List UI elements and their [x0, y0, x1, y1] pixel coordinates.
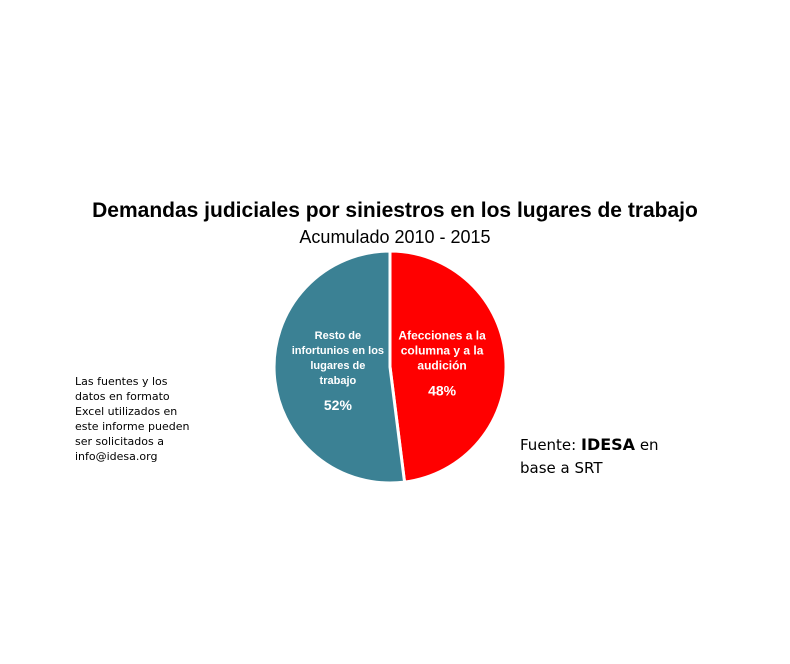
slice-category-label: Afecciones a la columna y a la audición: [398, 329, 486, 373]
excel-note-line: ser solicitados a: [75, 435, 164, 448]
slice-label-line: lugares de: [310, 360, 365, 372]
pie-slice-1: [388, 249, 508, 484]
excel-note-line: este informe pueden: [75, 420, 190, 433]
excel-note-line: Excel utilizados en: [75, 405, 178, 418]
excel-note-line: Las fuentes y los: [75, 375, 168, 388]
slice-label-line: columna y a la: [401, 344, 484, 358]
slice-label-line: trabajo: [320, 375, 357, 387]
excel-note-line: info@idesa.org: [75, 450, 158, 463]
source-prefix: Fuente:: [520, 436, 581, 454]
slice-label-line: infortunios en los: [292, 345, 384, 357]
pie-chart: Afecciones a la columna y a la audición 48%…: [272, 249, 508, 485]
idesa-brand: IDESA: [580, 435, 636, 454]
pie-slice-2: [272, 249, 407, 485]
source-attribution: Fuente: IDESA en base a SRT: [520, 433, 720, 480]
slice-value-label: 48%: [428, 383, 457, 399]
slice-label-line: Resto de: [315, 330, 361, 342]
source-line-1: Fuente: IDESA en: [520, 433, 720, 457]
excel-note: Las fuentes y los datos en formato Excel…: [75, 374, 225, 464]
slice-label-line: audición: [417, 359, 466, 373]
slice-label-line: Afecciones a la: [398, 329, 486, 343]
source-line-2: base a SRT: [520, 459, 603, 477]
source-suffix: en: [635, 436, 659, 454]
slice-value-label: 52%: [324, 397, 353, 413]
slice-category-label: Resto de infortunios en los lugares de trab…: [292, 330, 384, 387]
chart-title: Demandas judiciales por siniestros en lo…: [92, 199, 698, 222]
excel-note-line: datos en formato: [75, 390, 170, 403]
chart-subtitle: Acumulado 2010 - 2015: [299, 227, 491, 247]
